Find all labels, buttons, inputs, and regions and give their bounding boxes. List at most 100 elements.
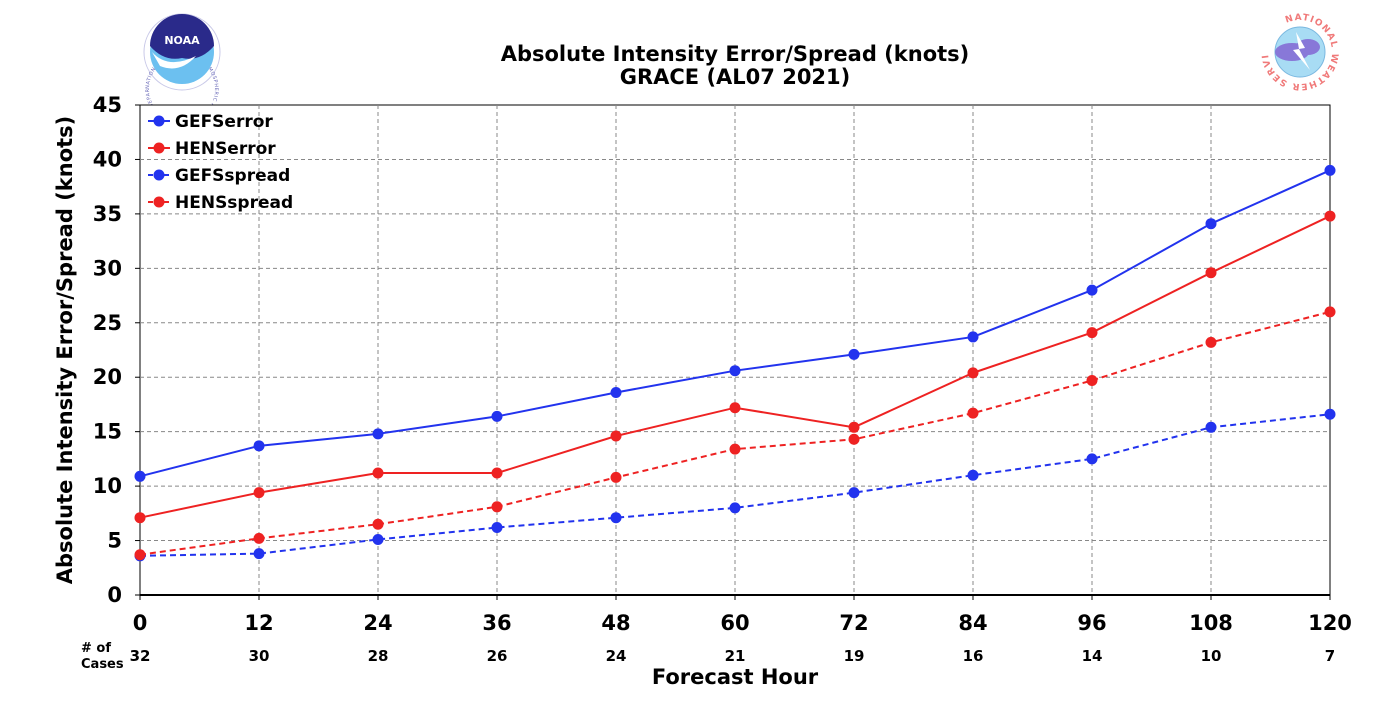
x-tick-label: 36 <box>482 611 511 635</box>
case-count: 7 <box>1325 647 1335 665</box>
series-HENSspread <box>134 306 1336 561</box>
y-tick-label: 0 <box>107 583 122 607</box>
y-tick-label: 25 <box>93 311 122 335</box>
data-point-GEFSerror <box>1324 164 1336 176</box>
y-tick-label: 15 <box>93 420 122 444</box>
data-point-HENSspread <box>1086 374 1098 386</box>
case-count: 21 <box>725 647 746 665</box>
x-tick-label: 48 <box>601 611 630 635</box>
case-count: 24 <box>606 647 627 665</box>
legend-item-GEFSerror: GEFSerror <box>148 112 273 132</box>
x-tick-label: 108 <box>1189 611 1233 635</box>
data-point-GEFSerror <box>967 331 979 343</box>
chart-title: Absolute Intensity Error/Spread (knots) <box>501 42 970 66</box>
data-point-GEFSerror <box>610 386 622 398</box>
data-point-HENSerror <box>253 487 265 499</box>
x-tick-label: 24 <box>363 611 392 635</box>
chart-subtitle: GRACE (AL07 2021) <box>620 65 851 89</box>
x-axis-label: Forecast Hour <box>652 665 819 689</box>
data-point-HENSspread <box>253 532 265 544</box>
data-point-HENSerror <box>848 421 860 433</box>
case-count: 30 <box>249 647 270 665</box>
data-point-GEFSerror <box>729 365 741 377</box>
data-point-GEFSerror <box>253 440 265 452</box>
data-point-GEFSspread <box>729 502 741 514</box>
data-point-GEFSspread <box>1205 421 1217 433</box>
y-axis-label: Absolute Intensity Error/Spread (knots) <box>53 116 77 585</box>
noaa-logo-text: NOAA <box>164 34 200 47</box>
x-tick-label: 120 <box>1308 611 1352 635</box>
data-point-HENSspread <box>848 433 860 445</box>
x-tick-label: 0 <box>133 611 148 635</box>
y-tick-label: 10 <box>93 474 122 498</box>
data-point-GEFSerror <box>848 348 860 360</box>
y-tick-label: 30 <box>93 256 122 280</box>
data-point-GEFSspread <box>253 548 265 560</box>
data-point-GEFSspread <box>372 533 384 545</box>
data-point-GEFSspread <box>610 512 622 524</box>
case-count: 16 <box>963 647 984 665</box>
legend-item-HENSspread: HENSspread <box>148 193 293 213</box>
y-tick-label: 20 <box>93 365 122 389</box>
data-point-GEFSspread <box>1086 453 1098 465</box>
data-point-HENSerror <box>1086 327 1098 339</box>
legend-label: GEFSspread <box>175 166 290 186</box>
data-point-GEFSerror <box>372 428 384 440</box>
data-point-GEFSspread <box>967 469 979 481</box>
y-tick-label: 45 <box>93 93 122 117</box>
data-point-HENSspread <box>491 501 503 513</box>
legend-label: HENSerror <box>175 139 276 159</box>
data-point-HENSspread <box>134 549 146 561</box>
legend-marker <box>153 115 165 127</box>
data-point-HENSerror <box>134 512 146 524</box>
grid-lines <box>140 105 1330 595</box>
data-point-HENSerror <box>610 430 622 442</box>
data-point-HENSerror <box>1205 267 1217 279</box>
x-tick-label: 60 <box>720 611 749 635</box>
data-point-HENSspread <box>967 407 979 419</box>
data-point-GEFSspread <box>848 487 860 499</box>
x-tick-label: 12 <box>244 611 273 635</box>
data-point-HENSerror <box>1324 210 1336 222</box>
legend-item-GEFSspread: GEFSspread <box>148 166 290 186</box>
legend-label: HENSspread <box>175 193 293 213</box>
data-point-GEFSerror <box>134 470 146 482</box>
legend-marker <box>153 196 165 208</box>
cases-label-line1: # of <box>81 641 111 656</box>
data-point-HENSspread <box>372 518 384 530</box>
case-count: 26 <box>487 647 508 665</box>
series-layer <box>134 164 1336 562</box>
data-point-HENSspread <box>1205 336 1217 348</box>
x-tick-label: 84 <box>958 611 987 635</box>
case-count: 14 <box>1082 647 1103 665</box>
data-point-GEFSspread <box>1324 408 1336 420</box>
data-point-GEFSerror <box>1205 218 1217 230</box>
legend-item-HENSerror: HENSerror <box>148 139 276 159</box>
legend-label: GEFSerror <box>175 112 273 132</box>
data-point-HENSerror <box>729 402 741 414</box>
series-GEFSerror <box>134 164 1336 482</box>
cases-row: 32 30 28 26 24 21 19 16 14 10 7 <box>130 647 1336 665</box>
series-GEFSspread <box>134 408 1336 562</box>
y-tick-label: 40 <box>93 147 122 171</box>
data-point-HENSerror <box>967 367 979 379</box>
x-tick-label: 72 <box>839 611 868 635</box>
cases-label-line2: Cases <box>81 657 124 672</box>
data-point-HENSspread <box>729 443 741 455</box>
series-HENSerror <box>134 210 1336 524</box>
legend-marker <box>153 169 165 181</box>
data-point-GEFSerror <box>491 410 503 422</box>
case-count: 28 <box>368 647 389 665</box>
axes: 0 5 10 15 20 25 30 35 40 45 0 12 24 36 48 60 72 84 96 108 12… <box>93 93 1352 635</box>
y-tick-label: 35 <box>93 202 122 226</box>
data-point-HENSspread <box>1324 306 1336 318</box>
x-tick-label: 96 <box>1077 611 1106 635</box>
case-count: 32 <box>130 647 151 665</box>
case-count: 10 <box>1201 647 1222 665</box>
data-point-HENSspread <box>610 471 622 483</box>
legend: GEFSerror HENSerror GEFSspread HENSspread <box>148 112 293 213</box>
y-tick-label: 5 <box>107 529 122 553</box>
data-point-GEFSerror <box>1086 284 1098 296</box>
legend-marker <box>153 142 165 154</box>
